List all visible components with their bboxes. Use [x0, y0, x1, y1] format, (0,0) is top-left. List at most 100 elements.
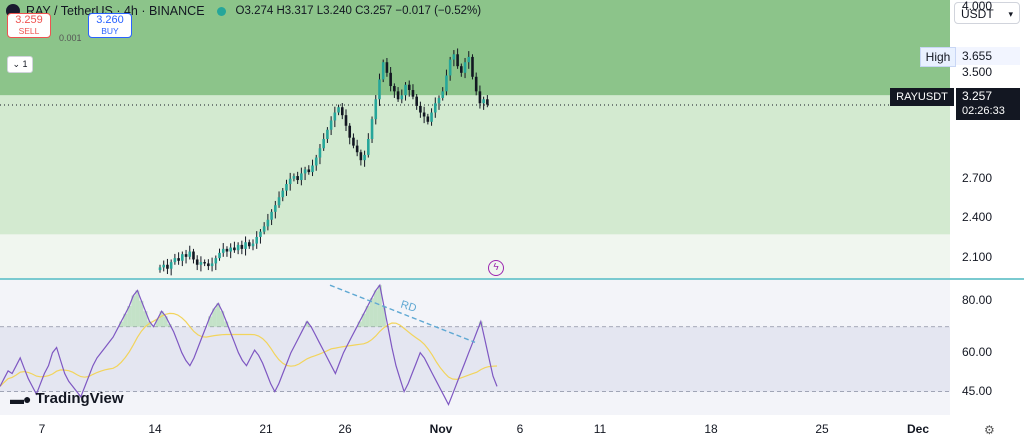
- candle-body: [471, 56, 474, 77]
- rsi-overbought-fill: [357, 321, 362, 327]
- candle-body: [460, 66, 463, 73]
- market-status-icon: [216, 6, 226, 16]
- rsi-overbought-fill: [305, 321, 310, 327]
- price-tick-label: 3.500: [962, 64, 993, 79]
- spread-value: 0.001: [59, 33, 82, 43]
- tradingview-logo-text: TradingView: [35, 390, 124, 407]
- candle-body: [158, 267, 162, 271]
- symbol-price-tag: RAYUSDT: [890, 88, 954, 106]
- rsi-tick-label: 60.00: [962, 344, 993, 359]
- time-tick-label: 21: [259, 422, 273, 436]
- rsi-overbought-fill: [224, 321, 229, 327]
- chevron-down-icon: ▾: [1008, 9, 1013, 19]
- candle-body: [370, 119, 374, 139]
- candle-body: [177, 258, 180, 261]
- time-tick-label: 18: [704, 422, 718, 436]
- candle-body: [322, 139, 325, 149]
- candle-body: [407, 84, 411, 91]
- rsi-overbought-fill: [381, 305, 386, 327]
- candle-body: [426, 116, 430, 122]
- tradingview-mark-icon: ▬●: [10, 390, 31, 407]
- candle-body: [181, 254, 184, 261]
- bar-countdown: 02:26:33: [962, 105, 1005, 117]
- candle-body: [166, 264, 169, 269]
- candle-body: [452, 54, 456, 60]
- sell-button[interactable]: 3.259 SELL: [7, 12, 51, 38]
- candle-body: [300, 173, 303, 181]
- time-tick-label: 14: [148, 422, 162, 436]
- candle-body: [162, 264, 166, 268]
- candle-body: [396, 91, 400, 100]
- candle-body: [311, 165, 314, 173]
- candle-body: [348, 125, 352, 138]
- candle-body: [270, 211, 273, 220]
- candle-body: [225, 248, 229, 252]
- candle-body: [326, 129, 329, 139]
- candle-body: [262, 226, 266, 232]
- candle-body: [381, 62, 385, 80]
- candle-body: [307, 169, 311, 173]
- candle-body: [229, 247, 232, 252]
- candle-body: [281, 190, 285, 198]
- buy-label: BUY: [101, 25, 119, 36]
- currency-select-value: USDT: [961, 7, 994, 21]
- price-tick-label: 2.700: [962, 170, 993, 185]
- candle-body: [411, 90, 415, 97]
- candle-body: [333, 112, 337, 121]
- candle-body: [355, 145, 359, 153]
- candle-body: [482, 99, 485, 104]
- candle-body: [296, 176, 299, 181]
- candle-body: [385, 62, 389, 73]
- rsi-overbought-fill: [216, 303, 221, 327]
- divergence-label: RD: [399, 299, 418, 315]
- time-tick-label: 26: [338, 422, 352, 436]
- time-tick-label: Dec: [906, 422, 930, 436]
- ohlc-readout: O3.274 H3.317 L3.240 C3.257 −0.017 (−0.5…: [235, 5, 482, 17]
- sell-label: SELL: [18, 25, 40, 36]
- high-value: 3.655: [956, 47, 1020, 65]
- candle-body: [292, 176, 296, 179]
- rsi-overbought-fill: [365, 305, 370, 327]
- candle-body: [344, 115, 348, 126]
- candle-body: [199, 262, 203, 265]
- rsi-overbought-fill: [163, 316, 168, 327]
- candle-body: [340, 107, 344, 116]
- tradingview-logo: ▬● TradingView: [10, 390, 124, 407]
- rsi-overbought-fill: [135, 290, 140, 327]
- buy-button[interactable]: 3.260 BUY: [88, 12, 132, 38]
- buy-price: 3.260: [96, 13, 124, 26]
- time-tick-label: 11: [593, 422, 607, 436]
- rsi-overbought-fill: [208, 316, 213, 327]
- collapse-indicators-button[interactable]: ⌄ 1: [7, 56, 33, 73]
- candle-body: [486, 99, 489, 105]
- candle-body: [329, 120, 333, 130]
- rsi-overbought-fill: [139, 300, 144, 327]
- events-bolt-icon[interactable]: ϟ: [488, 260, 504, 276]
- candle-body: [448, 59, 452, 76]
- candle-body: [195, 259, 199, 265]
- rsi-overbought-fill: [127, 305, 132, 327]
- candle-body: [169, 262, 173, 269]
- candle-body: [255, 236, 259, 244]
- candle-body: [393, 86, 396, 92]
- candle-body: [415, 96, 418, 106]
- time-tick-label: 6: [516, 422, 524, 436]
- candle-body: [478, 91, 482, 104]
- candle-body: [456, 54, 459, 67]
- symbol-title[interactable]: RAY / TetherUS · 4h · BINANCE: [26, 4, 205, 18]
- gear-icon[interactable]: ⚙: [984, 423, 995, 437]
- candle-body: [274, 205, 277, 212]
- currency-select[interactable]: USDT ▾: [954, 2, 1020, 24]
- price-tick-label: 4.000: [962, 0, 993, 13]
- candle-body: [378, 79, 381, 100]
- price-tick-label: 2.400: [962, 210, 993, 225]
- candle-body: [285, 184, 288, 191]
- rsi-overbought-fill: [220, 311, 225, 327]
- candle-body: [192, 251, 195, 260]
- candle-body: [422, 112, 426, 117]
- candle-body: [288, 178, 292, 185]
- candle-body: [233, 247, 236, 251]
- rsi-ma-line: [0, 312, 498, 387]
